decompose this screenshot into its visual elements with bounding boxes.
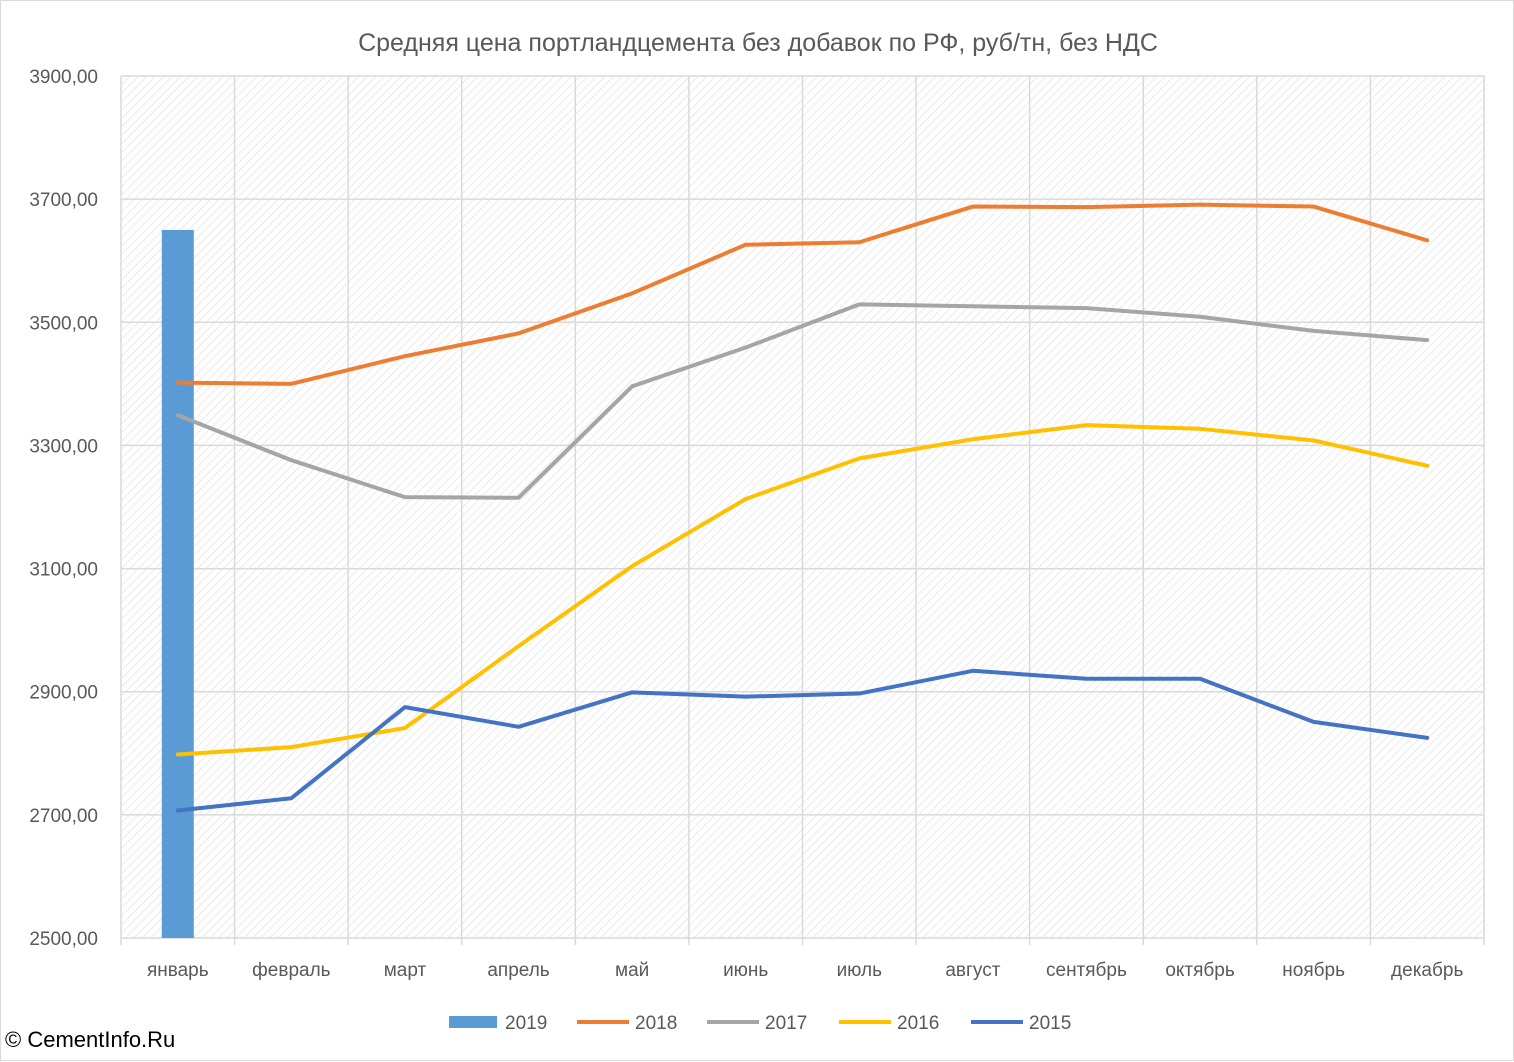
y-tick-label: 3300,00 <box>29 436 98 457</box>
legend-label-2018: 2018 <box>635 1013 677 1034</box>
legend-label-2019: 2019 <box>505 1013 547 1034</box>
x-tick-label: июнь <box>723 960 768 981</box>
bar-2019-январь <box>161 229 194 938</box>
y-tick-label: 2700,00 <box>29 806 98 827</box>
x-tick-label: май <box>615 960 649 981</box>
y-axis-ticks: 2500,00 2700,00 2900,00 3100,00 3300,00 3500,… <box>29 67 98 950</box>
legend-swatch-2019 <box>449 1016 497 1028</box>
chart-title: Средняя цена портландцемента без добавок… <box>358 29 1158 57</box>
legend-label-2015: 2015 <box>1029 1013 1071 1034</box>
x-tick-label: сентябрь <box>1046 960 1127 981</box>
x-axis-ticks: январь февраль март апрель май июнь июль август… <box>147 960 1464 981</box>
x-tick-label: январь <box>147 960 209 981</box>
line-series <box>175 202 1430 813</box>
bar-series <box>161 229 194 938</box>
line-series-2017 <box>175 302 1430 500</box>
x-tick-label: март <box>384 960 427 981</box>
x-tick-label: февраль <box>252 960 331 981</box>
y-tick-label: 2900,00 <box>29 683 98 704</box>
legend: 2019 2018 2017 2016 2015 <box>449 1013 1071 1034</box>
y-tick-label: 3700,00 <box>29 190 98 211</box>
x-tick-label: ноябрь <box>1282 960 1345 981</box>
line-series-2016 <box>175 423 1430 757</box>
grid-lines <box>120 75 1485 945</box>
line-series-2015 <box>175 668 1430 813</box>
copyright-text: © CementInfo.Ru <box>5 1027 176 1052</box>
x-tick-label: апрель <box>487 960 549 981</box>
x-tick-label: декабрь <box>1391 960 1463 981</box>
x-tick-label: июль <box>837 960 883 981</box>
legend-label-2017: 2017 <box>765 1013 807 1034</box>
legend-label-2016: 2016 <box>897 1013 939 1034</box>
y-tick-label: 3900,00 <box>29 67 98 88</box>
x-tick-label: октябрь <box>1165 960 1235 981</box>
x-tick-label: август <box>945 960 1000 981</box>
y-tick-label: 2500,00 <box>29 929 98 950</box>
line-series-2018 <box>175 202 1430 386</box>
y-tick-label: 3500,00 <box>29 313 98 334</box>
y-tick-label: 3100,00 <box>29 560 98 581</box>
